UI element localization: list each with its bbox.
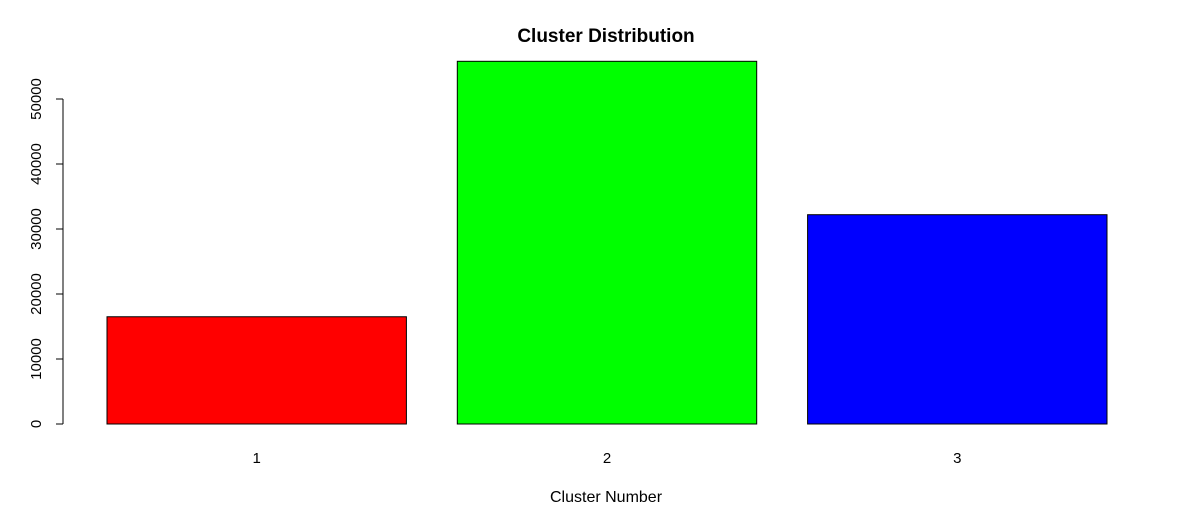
y-axis: 0 10000 20000 30000 40000 50000 — [28, 78, 64, 428]
y-tick-label: 40000 — [28, 143, 45, 185]
y-tick-label: 50000 — [28, 78, 45, 120]
y-tick-label: 30000 — [28, 208, 45, 250]
chart-title: Cluster Distribution — [517, 26, 694, 47]
x-axis-ticks: 1 2 3 — [253, 450, 962, 467]
bar-cluster-1 — [106, 316, 407, 425]
x-tick-label: 1 — [253, 450, 261, 467]
y-tick-label: 20000 — [28, 273, 45, 315]
bars-group — [106, 60, 1108, 425]
x-tick-label: 2 — [603, 450, 611, 467]
y-tick-label: 10000 — [28, 338, 45, 380]
x-tick-label: 3 — [953, 450, 961, 467]
x-axis-label: Cluster Number — [550, 489, 663, 506]
bar-cluster-2 — [456, 60, 758, 425]
y-tick-label: 0 — [28, 420, 45, 428]
bar-cluster-3 — [807, 214, 1108, 425]
